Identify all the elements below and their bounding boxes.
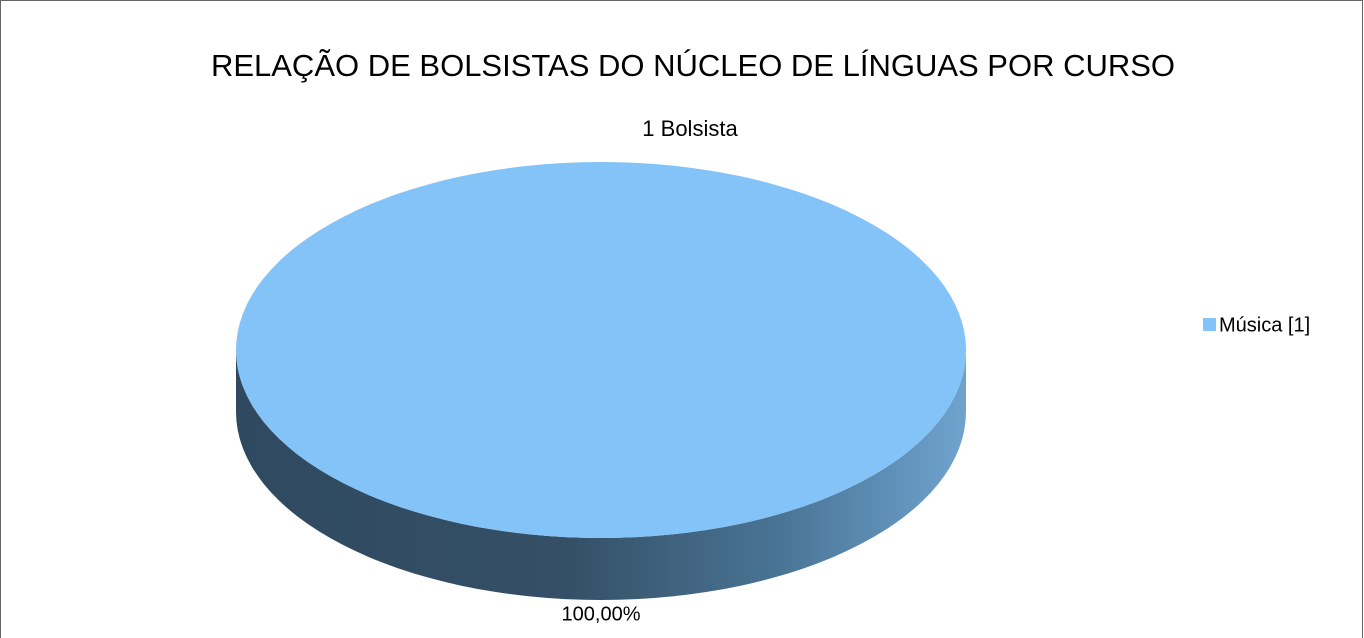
chart-title: RELAÇÃO DE BOLSISTAS DO NÚCLEO DE LÍNGUA…	[211, 48, 1175, 83]
pie-side	[236, 350, 966, 600]
legend-label: Música [1]	[1219, 314, 1310, 336]
data-label: 100,00%	[562, 603, 641, 625]
legend: Música [1]	[1203, 314, 1310, 336]
legend-swatch	[1203, 318, 1216, 331]
chart-subtitle: 1 Bolsista	[642, 116, 738, 141]
pie: 100,00%	[236, 162, 966, 625]
pie-slice	[236, 162, 966, 538]
